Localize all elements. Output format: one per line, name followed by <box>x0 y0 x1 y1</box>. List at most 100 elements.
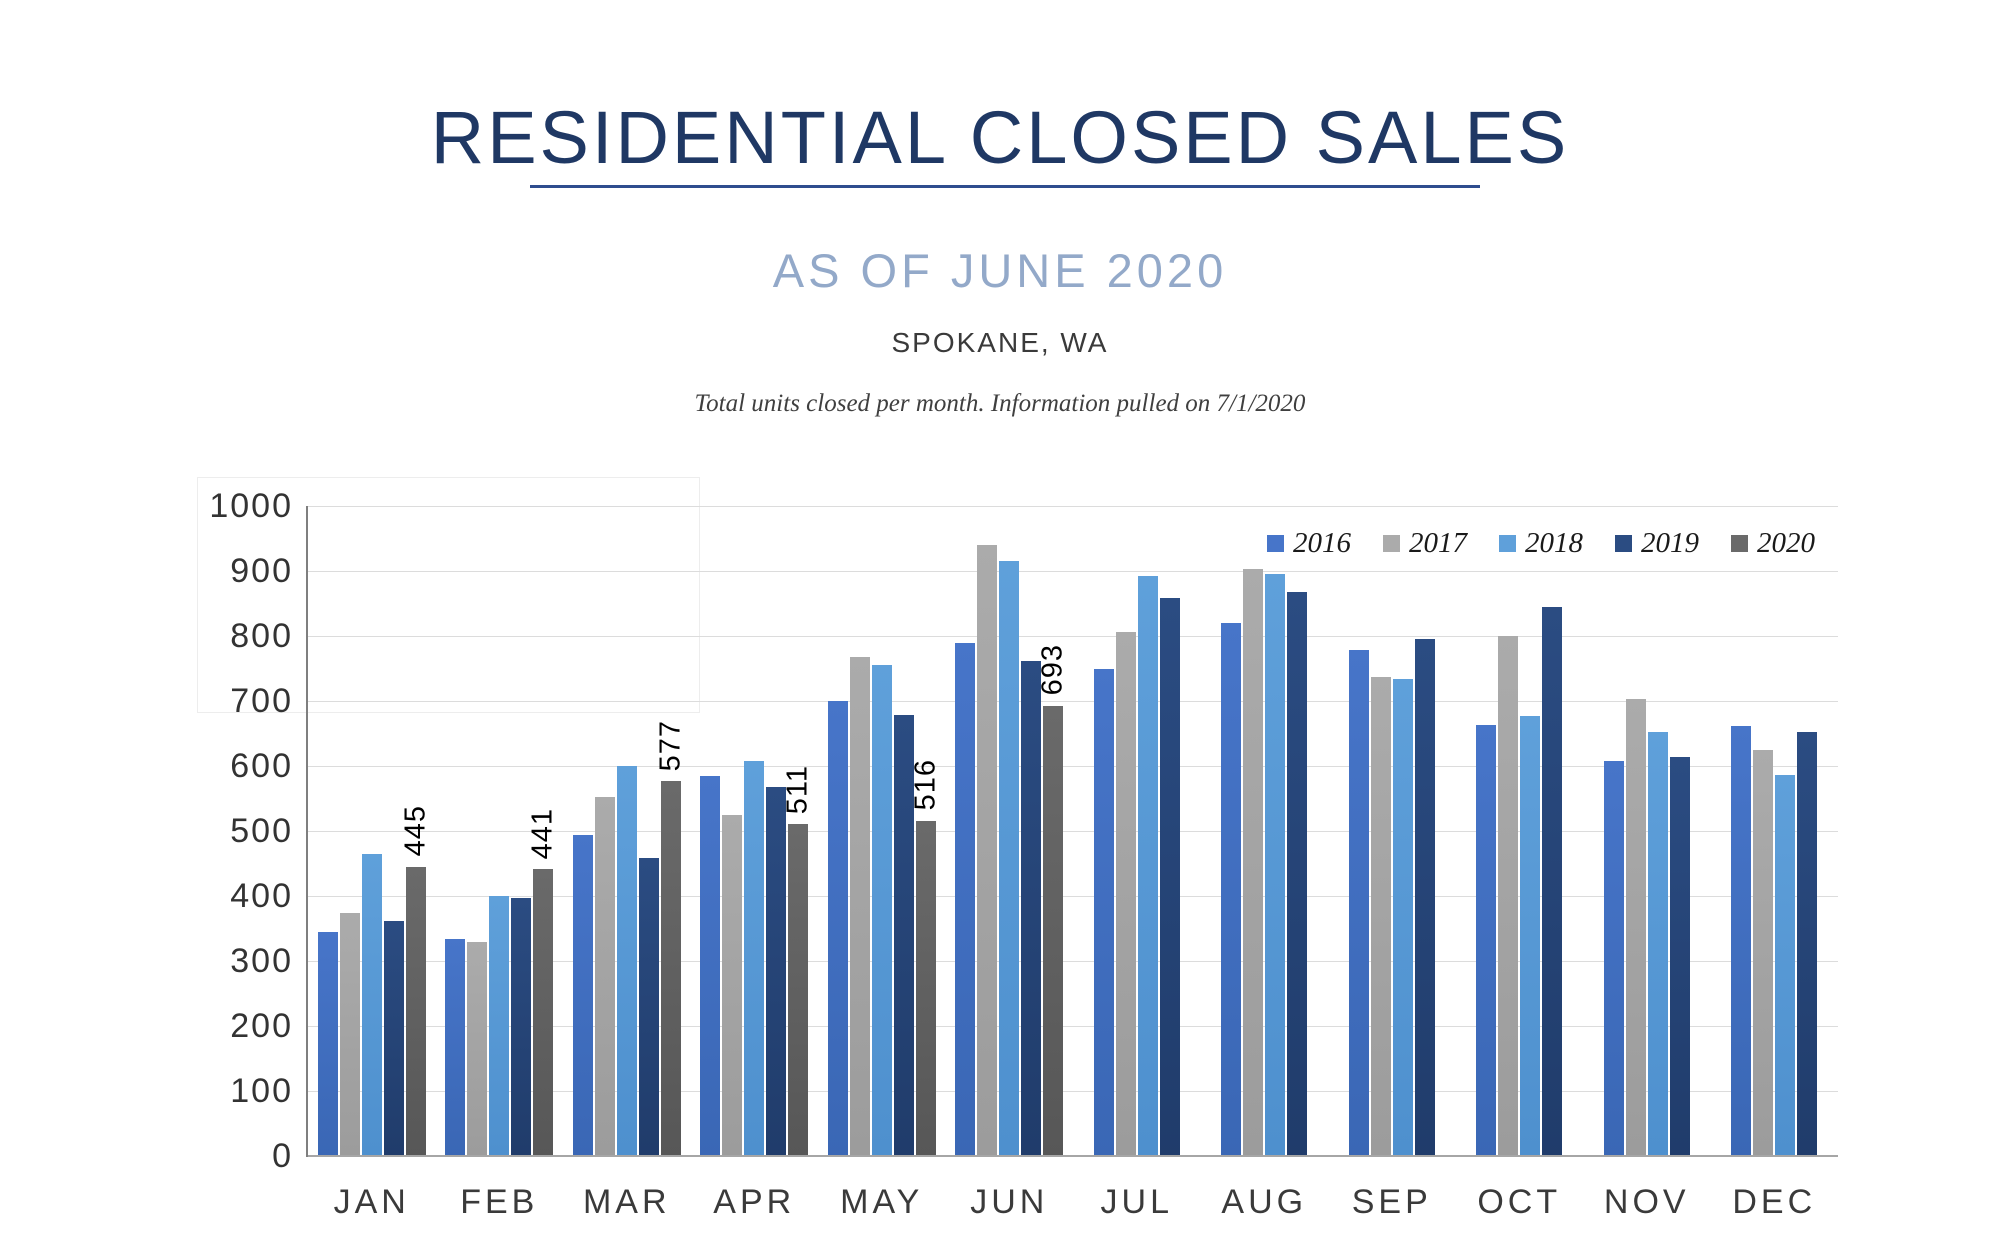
x-tick-label-dec: DEC <box>1732 1183 1817 1221</box>
bar-value-label-2020-apr: 511 <box>781 764 814 814</box>
y-tick-label-900: 900 <box>230 552 293 590</box>
legend-swatch-2017 <box>1383 535 1400 552</box>
y-tick-label-800: 800 <box>230 617 293 655</box>
bar-2018-feb <box>489 896 510 1156</box>
bar-group-jan: 445 <box>308 506 436 1156</box>
gridline-600 <box>308 766 1838 767</box>
bar-2020-jan: 445 <box>399 805 431 1156</box>
bar-2019-jun <box>1021 660 1042 1156</box>
bar-2017-jan <box>339 912 360 1156</box>
bar-group-mar: 577 <box>563 506 691 1156</box>
gridline-1000 <box>308 506 1838 507</box>
legend-swatch-2018 <box>1499 535 1516 552</box>
bar-group-aug <box>1201 506 1329 1156</box>
bar-group-may: 516 <box>818 506 946 1156</box>
x-tick-label-feb: FEB <box>460 1183 539 1221</box>
y-tick-label-200: 200 <box>230 1007 293 1045</box>
bar-2019-feb <box>511 897 532 1156</box>
chart-legend: 2016 2017 2018 2019 2020 <box>1267 527 1815 560</box>
bar-2016-oct <box>1476 725 1497 1156</box>
gridline-100 <box>308 1091 1838 1092</box>
location-label: SPOKANE, WA <box>891 327 1109 358</box>
bar-2019-jul <box>1159 598 1180 1156</box>
bar-2017-may <box>849 656 870 1156</box>
bar-2020-may: 516 <box>909 759 941 1156</box>
bar-2016-dec <box>1731 725 1752 1156</box>
legend-swatch-2020 <box>1731 535 1748 552</box>
bar-2016-jan <box>317 931 338 1156</box>
bar-2016-sep <box>1348 650 1369 1156</box>
page-subtitle: AS OF JUNE 2020 <box>772 244 1228 297</box>
legend-label-2016: 2016 <box>1293 527 1351 559</box>
bar-2020-jun: 693 <box>1037 644 1069 1156</box>
y-axis-labels: 1000 900 800 700 600 500 400 300 200 100 0 <box>0 489 293 1173</box>
bar-value-label-2020-jun: 693 <box>1036 644 1069 696</box>
footnote: Total units closed per month. Informatio… <box>694 390 1306 417</box>
legend-label-2020: 2020 <box>1757 527 1815 559</box>
bar-2020-feb: 441 <box>527 808 559 1156</box>
x-axis-line <box>308 1155 1838 1157</box>
bar-group-feb: 441 <box>436 506 564 1156</box>
bar-group-dec <box>1711 506 1839 1156</box>
gridline-800 <box>308 636 1838 637</box>
bar-2016-nov <box>1603 761 1624 1156</box>
y-tick-label-600: 600 <box>230 747 293 785</box>
bar-2016-apr <box>700 776 721 1156</box>
bar-2019-apr <box>766 787 787 1156</box>
bar-group-apr: 511 <box>691 506 819 1156</box>
bar-2020-mar: 577 <box>654 720 686 1156</box>
x-tick-label-oct: OCT <box>1477 1183 1562 1221</box>
y-tick-label-500: 500 <box>230 812 293 850</box>
background-artifact-box <box>197 477 700 713</box>
legend-swatch-2019 <box>1615 535 1632 552</box>
bar-group-jun: 693 <box>946 506 1074 1156</box>
bar-2017-feb <box>467 941 488 1156</box>
bar-2017-jun <box>977 545 998 1156</box>
legend-item-2018: 2018 <box>1499 527 1583 560</box>
bar-2018-jun <box>999 560 1020 1156</box>
legend-item-2020: 2020 <box>1731 527 1815 560</box>
y-tick-label-0: 0 <box>272 1137 293 1175</box>
y-tick-label-100: 100 <box>230 1072 293 1110</box>
page-title: RESIDENTIAL CLOSED SALES <box>430 96 1570 179</box>
bar-2017-nov <box>1625 699 1646 1156</box>
bar-2019-may <box>893 714 914 1156</box>
bar-2018-aug <box>1265 574 1286 1156</box>
bar-2018-jan <box>361 854 382 1156</box>
x-tick-label-apr: APR <box>713 1183 796 1221</box>
bar-group-sep <box>1328 506 1456 1156</box>
legend-item-2017: 2017 <box>1383 527 1467 560</box>
x-tick-label-sep: SEP <box>1351 1183 1432 1221</box>
bar-2017-aug <box>1243 569 1264 1156</box>
legend-item-2016: 2016 <box>1267 527 1351 560</box>
bar-2017-jul <box>1115 632 1136 1156</box>
bar-2018-apr <box>744 761 765 1156</box>
bar-2017-oct <box>1498 636 1519 1156</box>
x-tick-label-nov: NOV <box>1603 1183 1690 1221</box>
y-tick-label-700: 700 <box>230 682 293 720</box>
bar-2018-jul <box>1137 575 1158 1156</box>
bar-2016-jun <box>955 642 976 1156</box>
bar-group-nov <box>1583 506 1711 1156</box>
x-tick-label-jul: JUL <box>1100 1183 1173 1221</box>
bar-value-label-2020-feb: 441 <box>526 807 559 860</box>
bar-2019-nov <box>1669 756 1690 1156</box>
gridline-300 <box>308 961 1838 962</box>
x-tick-label-jun: JUN <box>970 1183 1049 1221</box>
x-tick-label-mar: MAR <box>582 1183 671 1221</box>
legend-label-2018: 2018 <box>1525 527 1583 559</box>
bar-2019-dec <box>1797 732 1818 1156</box>
y-tick-label-1000: 1000 <box>209 487 293 525</box>
bar-value-label-2020-may: 516 <box>909 759 942 811</box>
bar-group-oct <box>1456 506 1584 1156</box>
gridline-500 <box>308 831 1838 832</box>
bar-2019-oct <box>1542 606 1563 1156</box>
bar-2018-may <box>871 664 892 1156</box>
bar-2019-jan <box>383 921 404 1156</box>
bar-2017-mar <box>594 796 615 1156</box>
x-tick-label-jan: JAN <box>333 1183 410 1221</box>
bar-2017-apr <box>722 815 743 1156</box>
legend-label-2019: 2019 <box>1641 527 1699 559</box>
bar-2020-apr: 511 <box>782 765 814 1156</box>
